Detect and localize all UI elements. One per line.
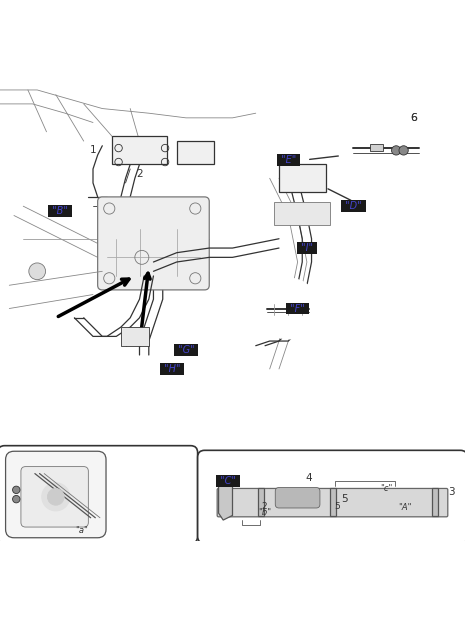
Text: "H": "H" xyxy=(161,364,183,374)
Text: "F": "F" xyxy=(287,304,308,313)
FancyBboxPatch shape xyxy=(112,136,167,164)
Text: "C": "C" xyxy=(217,476,239,486)
Circle shape xyxy=(339,104,432,197)
Text: 5: 5 xyxy=(341,494,347,504)
Text: 2: 2 xyxy=(261,502,267,511)
Circle shape xyxy=(392,146,401,155)
Circle shape xyxy=(399,146,408,155)
Circle shape xyxy=(13,495,20,503)
FancyBboxPatch shape xyxy=(0,445,198,544)
Text: 1: 1 xyxy=(90,146,96,155)
Text: 6: 6 xyxy=(411,113,417,123)
FancyBboxPatch shape xyxy=(177,141,214,164)
Circle shape xyxy=(42,483,70,511)
FancyBboxPatch shape xyxy=(330,489,336,516)
Text: "A": "A" xyxy=(398,503,412,512)
FancyBboxPatch shape xyxy=(370,144,383,151)
FancyBboxPatch shape xyxy=(274,202,330,225)
Text: "G": "G" xyxy=(175,346,197,355)
FancyBboxPatch shape xyxy=(217,489,448,517)
FancyBboxPatch shape xyxy=(6,451,106,538)
FancyBboxPatch shape xyxy=(21,466,88,527)
Circle shape xyxy=(29,263,46,280)
FancyBboxPatch shape xyxy=(98,197,209,290)
Text: "c": "c" xyxy=(380,484,392,494)
Circle shape xyxy=(13,486,20,494)
Text: "I": "I" xyxy=(298,243,316,253)
Text: "B": "B" xyxy=(49,206,72,216)
FancyBboxPatch shape xyxy=(275,487,320,508)
Text: 5: 5 xyxy=(334,502,340,511)
Text: 2: 2 xyxy=(136,168,143,179)
Text: 6: 6 xyxy=(410,113,418,123)
FancyBboxPatch shape xyxy=(198,450,465,544)
Text: "a": "a" xyxy=(75,526,88,536)
Text: "b": "b" xyxy=(259,508,272,516)
FancyBboxPatch shape xyxy=(279,164,326,193)
Circle shape xyxy=(258,278,319,339)
Circle shape xyxy=(47,489,64,505)
FancyBboxPatch shape xyxy=(432,489,438,516)
FancyBboxPatch shape xyxy=(258,489,264,516)
FancyBboxPatch shape xyxy=(121,327,149,346)
Text: 4: 4 xyxy=(306,473,312,483)
Text: "D": "D" xyxy=(342,201,365,211)
Text: 3: 3 xyxy=(448,487,454,497)
Polygon shape xyxy=(219,478,232,520)
Text: "E": "E" xyxy=(278,155,299,165)
